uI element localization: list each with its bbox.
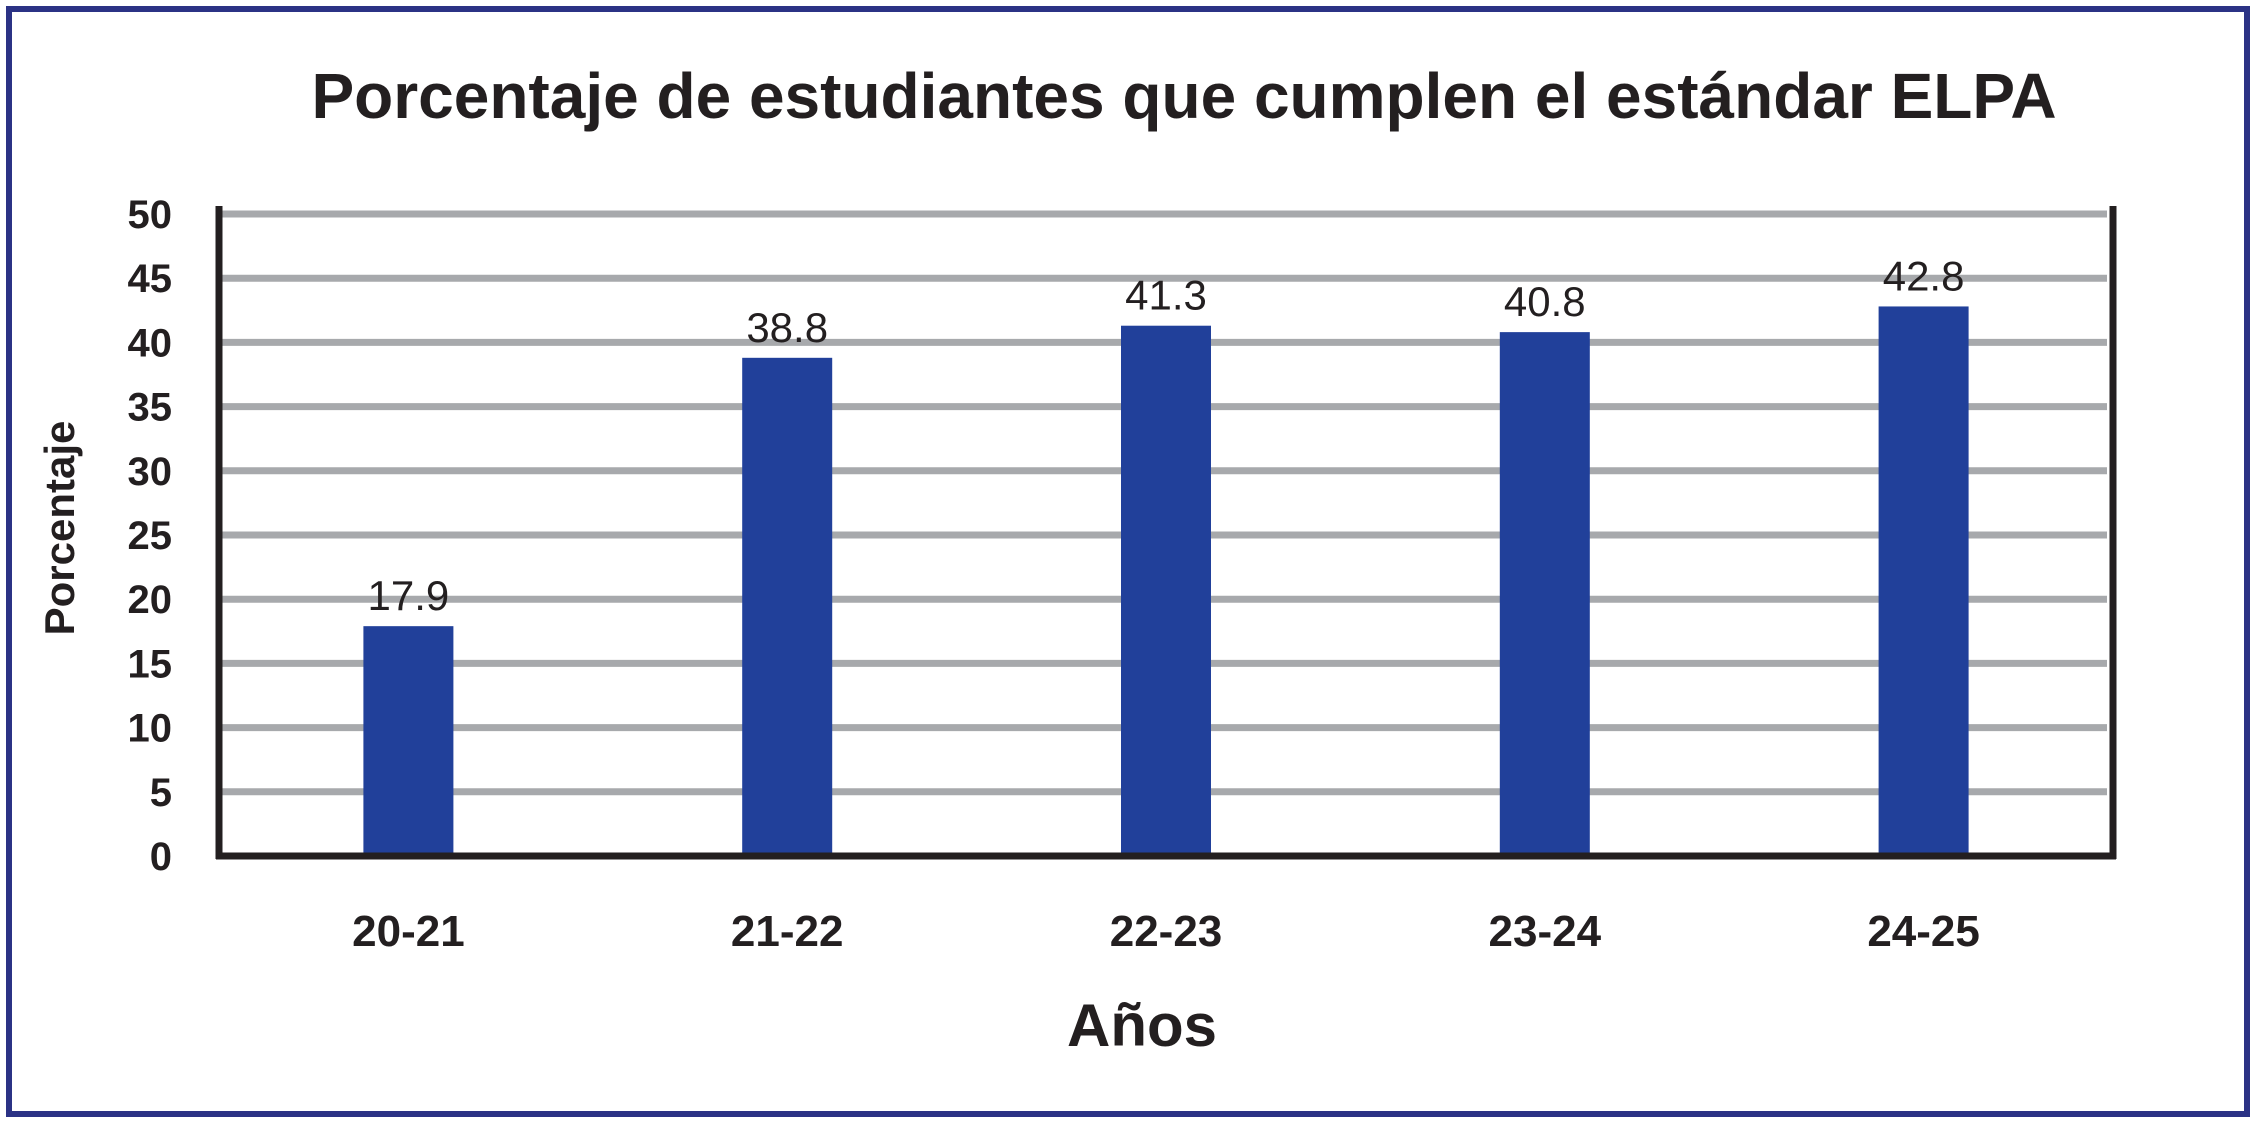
x-axis-label: Años [1067, 992, 1217, 1059]
axes [215, 206, 2117, 860]
y-tick-label: 35 [128, 386, 173, 430]
data-label: 38.8 [746, 304, 828, 351]
bar [1878, 306, 1969, 856]
x-tick-label: 20-21 [352, 907, 465, 956]
bar [1121, 325, 1211, 856]
data-label: 17.9 [368, 572, 450, 619]
bar [742, 357, 833, 856]
x-tick-label: 23-24 [1489, 907, 1602, 956]
x-tick-label: 21-22 [731, 907, 844, 956]
x-tick-label: 22-23 [1110, 907, 1223, 956]
bars: 17.9 38.8 41.3 40.8 42.8 [363, 252, 1969, 856]
y-tick-label: 50 [128, 193, 173, 237]
y-tick-label: 25 [128, 514, 173, 558]
y-tick-label: 10 [128, 707, 173, 751]
gridlines [219, 210, 2107, 796]
data-label: 40.8 [1504, 278, 1586, 325]
y-axis-label: Porcentaje [36, 421, 83, 636]
y-axis-ticks: 0 5 10 15 20 25 30 35 40 45 50 [128, 193, 173, 879]
x-axis-ticks: 20-21 21-22 22-23 23-24 24-25 [352, 907, 1980, 956]
y-tick-label: 0 [150, 835, 172, 879]
x-tick-label: 24-25 [1867, 907, 1980, 956]
bar [363, 626, 454, 856]
y-tick-label: 20 [128, 578, 173, 622]
chart-frame [6, 6, 2250, 1117]
data-label: 42.8 [1883, 252, 1965, 299]
y-tick-label: 5 [150, 771, 172, 815]
bar [1499, 332, 1590, 856]
data-label: 41.3 [1125, 272, 1207, 319]
chart-title: Porcentaje de estudiantes que cumplen el… [311, 60, 2056, 132]
y-tick-label: 45 [128, 257, 173, 301]
y-tick-label: 30 [128, 450, 173, 494]
y-tick-label: 40 [128, 321, 173, 365]
y-tick-label: 15 [128, 642, 173, 686]
